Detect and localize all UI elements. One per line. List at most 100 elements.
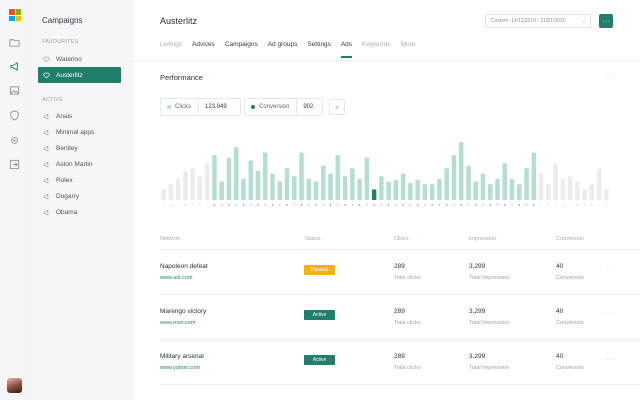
performance-more-icon[interactable]: ···	[606, 72, 616, 79]
chart-bar[interactable]	[546, 184, 551, 200]
date-range-picker[interactable]: Custom: 14/12/2019 - 21/01/2020 ⌄	[485, 14, 591, 28]
microsoft-logo[interactable]	[9, 9, 21, 21]
gear-icon[interactable]	[8, 134, 21, 147]
chart-bar[interactable]	[567, 176, 573, 200]
chart-bar[interactable]	[190, 168, 195, 200]
network-url[interactable]: www.msn.com	[160, 320, 196, 326]
chart-bar[interactable]	[321, 165, 326, 200]
tab-more[interactable]: More	[400, 41, 416, 48]
chart-bar[interactable]	[502, 163, 508, 200]
chart-bar[interactable]	[350, 168, 355, 200]
chart-bar[interactable]	[357, 178, 362, 200]
chart-bar[interactable]	[582, 189, 587, 200]
tab-ad-groups[interactable]: Ad groups	[267, 41, 298, 48]
chart-bar[interactable]	[575, 181, 580, 200]
network-url[interactable]: www.aol.com	[160, 275, 193, 281]
chart-bar[interactable]	[473, 181, 478, 200]
chart-bar[interactable]	[262, 152, 268, 200]
chart-bar[interactable]	[328, 173, 333, 200]
chart-bar[interactable]	[168, 184, 174, 200]
chart-bar[interactable]	[364, 157, 370, 200]
chart-bar[interactable]	[400, 173, 406, 200]
chart-bar[interactable]	[422, 184, 428, 200]
chart-bar[interactable]	[299, 152, 304, 200]
chart-bar[interactable]	[284, 168, 290, 200]
chart-bar[interactable]	[226, 157, 232, 200]
chart-bar[interactable]	[437, 178, 442, 200]
tab-ads[interactable]: Ads	[340, 40, 353, 58]
chart-bar[interactable]	[538, 173, 544, 200]
chart-bar[interactable]	[444, 168, 449, 200]
chart-bar[interactable]	[379, 176, 384, 200]
chart-bar[interactable]	[553, 163, 558, 200]
chart-bar[interactable]	[371, 189, 377, 200]
campaign-item[interactable]: Bentley	[38, 140, 121, 156]
chart-bar[interactable]	[292, 176, 297, 200]
chart-bar[interactable]	[161, 189, 166, 200]
chart-bar[interactable]	[393, 179, 399, 200]
add-metric-button[interactable]: +	[329, 99, 345, 115]
chart-bar[interactable]	[408, 183, 413, 200]
chart-bar[interactable]	[466, 165, 471, 200]
status-badge[interactable]: Active	[304, 355, 335, 365]
tab-settings[interactable]: Settings	[307, 41, 331, 48]
tab-listings[interactable]: Listings	[160, 41, 183, 48]
chart-bar[interactable]	[517, 184, 522, 200]
chart-bar[interactable]	[255, 171, 261, 200]
metric-conversion[interactable]: Conversion 902	[244, 98, 323, 116]
chart-bar[interactable]	[306, 178, 312, 200]
megaphone-icon[interactable]	[8, 60, 21, 73]
status-badge[interactable]: Paused	[304, 265, 335, 275]
chart-bar[interactable]	[487, 184, 493, 200]
chart-bar[interactable]	[589, 184, 595, 200]
campaign-item[interactable]: Obama	[38, 204, 121, 220]
campaign-item[interactable]: Rolex	[38, 172, 121, 188]
metric-clicks[interactable]: Clicks 123,949	[160, 98, 241, 116]
row-more-icon[interactable]: ···	[606, 266, 616, 273]
chart-bar[interactable]	[197, 176, 203, 200]
chart-bar[interactable]	[342, 176, 348, 200]
chart-bar[interactable]	[451, 155, 457, 200]
folder-icon[interactable]	[8, 36, 21, 49]
campaign-item[interactable]: Anais	[38, 108, 121, 124]
row-more-icon[interactable]: ···	[606, 356, 616, 363]
chart-bar[interactable]	[480, 173, 486, 200]
chart-bar[interactable]	[241, 178, 246, 200]
campaign-item[interactable]: Dugarry	[38, 188, 121, 204]
tab-keywords[interactable]: Keywords	[362, 41, 391, 48]
network-url[interactable]: www.yahoo.com	[160, 365, 201, 371]
image-icon[interactable]	[8, 84, 21, 97]
chart-bar[interactable]	[495, 178, 500, 200]
tab-campaigns[interactable]: Campaigns	[224, 41, 258, 48]
chart-bar[interactable]	[524, 168, 529, 200]
chart-bar[interactable]	[429, 184, 435, 200]
row-more-icon[interactable]: ···	[606, 311, 616, 318]
chart-bar[interactable]	[415, 179, 420, 200]
chart-bar[interactable]	[219, 181, 224, 200]
chart-bar[interactable]	[175, 178, 181, 200]
chart-bar[interactable]	[335, 155, 341, 200]
chart-bar[interactable]	[204, 163, 210, 200]
campaign-item[interactable]: Aston Martin	[38, 156, 121, 172]
tab-advices[interactable]: Advices	[192, 41, 215, 48]
more-button[interactable]: ···	[599, 14, 613, 28]
campaign-item[interactable]: Minimal apps	[38, 124, 121, 140]
export-icon[interactable]	[8, 158, 21, 171]
chart-bar[interactable]	[233, 147, 239, 200]
chart-bar[interactable]	[277, 181, 283, 200]
chart-bar[interactable]	[386, 181, 391, 200]
shield-icon[interactable]	[8, 109, 21, 122]
chart-bar[interactable]	[531, 152, 537, 200]
avatar[interactable]	[7, 378, 22, 393]
chart-bar[interactable]	[560, 178, 566, 200]
chart-bar[interactable]	[270, 173, 275, 200]
chart-bar[interactable]	[212, 155, 217, 200]
chart-bar[interactable]	[509, 178, 515, 200]
campaign-item[interactable]: Austerlitz	[38, 67, 121, 83]
chart-bar[interactable]	[313, 181, 319, 200]
chart-bar[interactable]	[458, 142, 464, 200]
status-badge[interactable]: Active	[304, 310, 335, 320]
chart-bar[interactable]	[604, 189, 609, 200]
campaign-item[interactable]: Waterloo	[38, 51, 121, 67]
chart-bar[interactable]	[248, 160, 253, 200]
